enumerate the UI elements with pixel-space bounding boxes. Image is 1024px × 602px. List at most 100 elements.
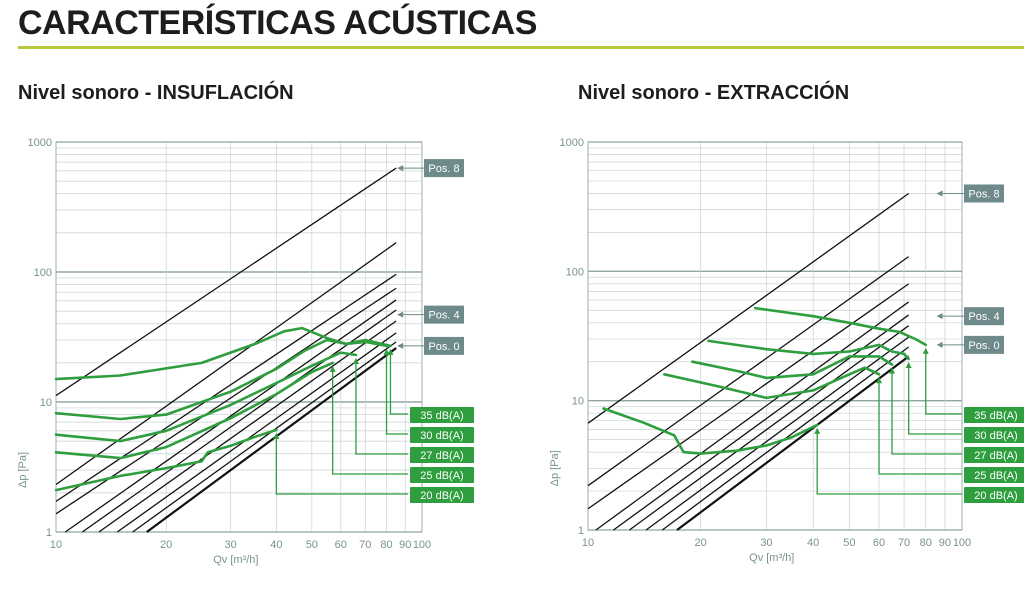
- badge-label-27-db-a: 27 dB(A): [974, 450, 1017, 462]
- position-line: [64, 299, 397, 533]
- plot-frame: [55, 141, 423, 533]
- position-line: [55, 273, 397, 502]
- badge-label-30-db-a: 30 dB(A): [974, 430, 1017, 442]
- x-tick-label: 80: [380, 539, 392, 551]
- badge-27-db-a: [410, 447, 474, 463]
- position-line: [55, 167, 397, 397]
- pos-badge-label-pos-4: Pos. 4: [428, 310, 459, 322]
- series-line-20-db-a: [602, 407, 819, 455]
- badge-leader-25-db-a: [878, 378, 962, 475]
- position-lines: [587, 192, 910, 531]
- x-tick-label: 30: [225, 539, 237, 551]
- pos-badge-pos-8: [964, 184, 1004, 203]
- pos-arrow: [397, 342, 404, 349]
- series-line-27-db-a: [691, 355, 894, 380]
- pos-arrow: [397, 165, 404, 172]
- pos-badge-label-pos-0: Pos. 0: [968, 340, 999, 352]
- badge-label-20-db-a: 20 dB(A): [420, 490, 463, 502]
- series-line-27-db-a: [54, 351, 358, 443]
- badge-leader-20-db-a: [816, 428, 962, 495]
- grid: [587, 141, 963, 531]
- pos-badge-pos-8: [424, 159, 464, 178]
- pos-badge-pos-0: [424, 336, 464, 355]
- badge-leader-30-db-a: [385, 349, 408, 435]
- y-tick-label: 10: [572, 396, 584, 408]
- x-axis-label: Qv [m³/h]: [213, 554, 258, 566]
- x-tick-label: 20: [694, 537, 706, 549]
- pos-badge-pos-4: [964, 307, 1004, 326]
- badge-arrow-27-db-a: [889, 367, 896, 374]
- badge-20-db-a: [964, 487, 1024, 503]
- badge-arrow-25-db-a: [329, 365, 336, 372]
- position-line: [628, 325, 910, 531]
- pos-arrow: [936, 341, 943, 348]
- x-tick-label: 40: [270, 539, 282, 551]
- x-tick-label: 30: [760, 537, 772, 549]
- pos-arrow: [936, 313, 943, 320]
- y-tick-label: 100: [566, 266, 584, 278]
- y-tick-label: 1000: [28, 137, 52, 149]
- series-line-30-db-a: [707, 339, 910, 361]
- badge-35-db-a: [410, 407, 474, 423]
- badge-leader-25-db-a: [332, 366, 408, 475]
- y-tick-label: 1000: [560, 137, 584, 149]
- badge-leader-27-db-a: [891, 368, 962, 455]
- y-axis-label: Δp [Pa]: [17, 452, 29, 488]
- x-tick-label: 10: [50, 539, 62, 551]
- position-line: [595, 301, 910, 531]
- pos-badge-label-pos-0: Pos. 0: [428, 341, 459, 353]
- badge-arrow-27-db-a: [352, 357, 359, 364]
- badge-arrow-20-db-a: [273, 432, 280, 439]
- position-line: [116, 332, 397, 533]
- series-line-20-db-a: [54, 428, 278, 492]
- position-line: [55, 287, 397, 515]
- position-line: [132, 341, 397, 533]
- pos-badge-pos-0: [964, 335, 1004, 354]
- x-tick-label: 50: [306, 539, 318, 551]
- badge-arrow-25-db-a: [876, 377, 883, 384]
- chart-title-insuflacion: Nivel sonoro - INSUFLACIÓN: [18, 82, 294, 104]
- badge-27-db-a: [964, 447, 1024, 463]
- badge-arrow-20-db-a: [814, 427, 821, 434]
- badge-25-db-a: [410, 467, 474, 483]
- badge-25-db-a: [964, 467, 1024, 483]
- x-tick-label: 10: [582, 537, 594, 549]
- x-tick-label: 40: [807, 537, 819, 549]
- x-axis-label: Qv [m³/h]: [749, 552, 794, 564]
- y-axis-label: Δp [Pa]: [549, 450, 561, 486]
- y-tick-label: 100: [34, 267, 52, 279]
- position-line: [676, 355, 910, 531]
- badge-label-35-db-a: 35 dB(A): [420, 410, 463, 422]
- position-line: [81, 309, 397, 533]
- badge-leader-30-db-a: [907, 362, 962, 435]
- badge-leader-27-db-a: [355, 358, 408, 455]
- badge-leader-20-db-a: [275, 433, 408, 495]
- badge-leader-35-db-a: [925, 348, 962, 415]
- page-title: CARACTERÍSTICAS ACÚSTICAS: [18, 4, 537, 42]
- pos-badge-pos-4: [424, 305, 464, 324]
- badge-leader-35-db-a: [389, 349, 408, 415]
- pos-arrow: [936, 190, 943, 197]
- y-tick-label: 1: [46, 527, 52, 539]
- x-tick-label: 90: [939, 537, 951, 549]
- badge-arrow-35-db-a: [387, 348, 394, 355]
- x-tick-label: 80: [920, 537, 932, 549]
- position-line: [613, 314, 910, 531]
- series-line-25-db-a: [54, 361, 334, 460]
- x-tick-label: 70: [359, 539, 371, 551]
- noise-curves: [54, 326, 392, 492]
- position-line: [146, 347, 397, 533]
- badge-35-db-a: [964, 407, 1024, 423]
- position-lines: [55, 167, 397, 533]
- y-tick-label: 10: [40, 397, 52, 409]
- pos-badge-label-pos-8: Pos. 8: [428, 163, 459, 175]
- badge-arrow-30-db-a: [905, 361, 912, 368]
- series-line-25-db-a: [663, 366, 881, 400]
- badge-30-db-a: [964, 427, 1024, 443]
- chart-title-extraccion: Nivel sonoro - EXTRACCIÓN: [578, 82, 850, 104]
- grid: [55, 141, 423, 533]
- badge-label-25-db-a: 25 dB(A): [974, 470, 1017, 482]
- pos-badge-label-pos-4: Pos. 4: [968, 311, 999, 323]
- series-line-35-db-a: [753, 306, 928, 347]
